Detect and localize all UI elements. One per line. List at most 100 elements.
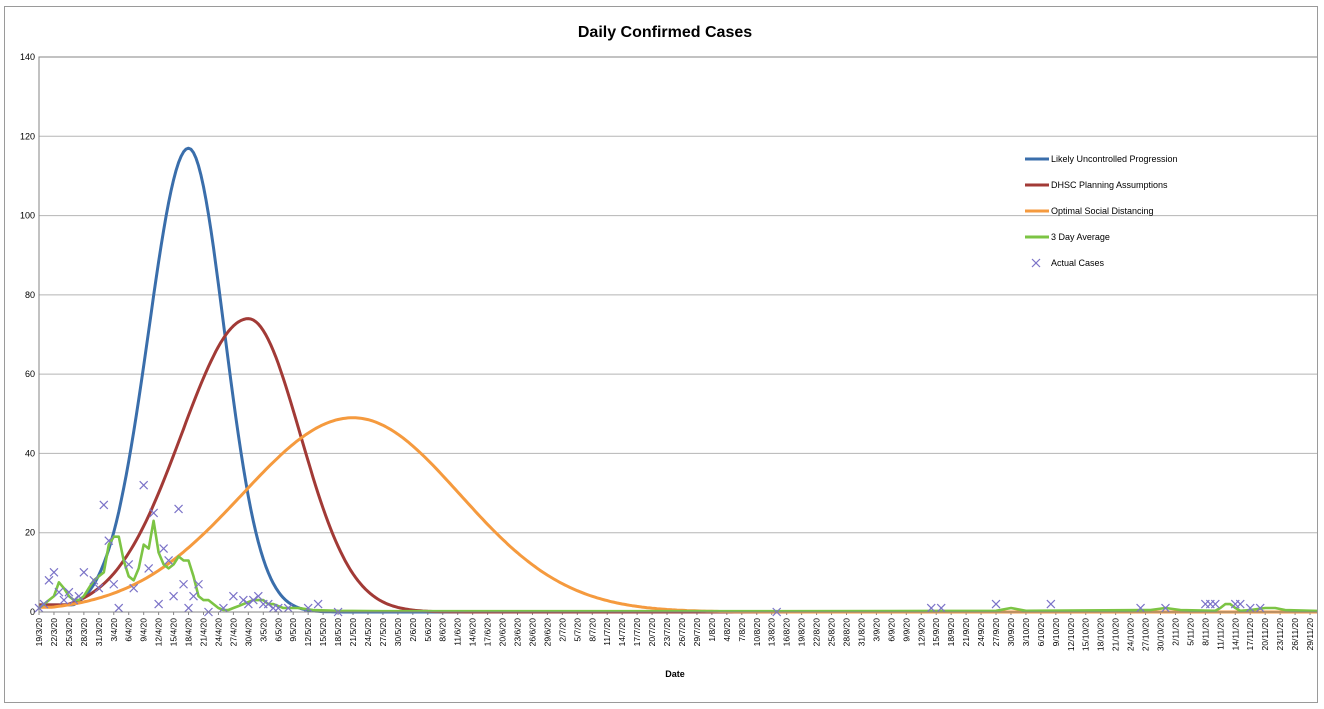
legend-label: Likely Uncontrolled Progression [1051, 154, 1178, 164]
x-tick-label: 9/4/20 [139, 618, 149, 642]
x-tick-label: 30/10/20 [1156, 618, 1166, 651]
actual-case-point [54, 587, 64, 597]
series-lines [38, 146, 1317, 614]
actual-case-point [74, 591, 84, 601]
x-tick-label: 12/10/20 [1066, 618, 1076, 651]
actual-case-point [39, 599, 49, 609]
actual-case-point [313, 599, 323, 609]
actual-case-point [154, 599, 164, 609]
actual-case-point [283, 603, 293, 613]
actual-case-point [936, 603, 946, 613]
actual-case-point [303, 603, 313, 613]
x-tick-label: 10/8/20 [752, 618, 762, 647]
x-tick-label: 18/5/20 [333, 618, 343, 647]
actual-case-point [184, 603, 193, 613]
x-tick-label: 11/6/20 [453, 618, 463, 646]
actual-case-point [159, 544, 169, 553]
legend-label: 3 Day Average [1051, 232, 1110, 242]
x-tick-label: 17/11/20 [1245, 618, 1255, 651]
x-tick-label: 21/10/20 [1111, 618, 1121, 651]
x-tick-label: 15/9/20 [931, 618, 941, 647]
x-tick-label: 15/10/20 [1081, 618, 1091, 651]
x-tick-label: 8/11/20 [1200, 618, 1210, 646]
x-tick-label: 26/7/20 [677, 618, 687, 647]
x-tick-label: 15/5/20 [318, 618, 328, 647]
x-tick-label: 24/10/20 [1126, 618, 1136, 651]
actual-case-point [1210, 599, 1220, 609]
actual-case-point [1245, 603, 1255, 613]
x-tick-label: 23/7/20 [662, 618, 672, 647]
y-tick-label: 40 [25, 448, 35, 458]
y-axis-ticks: 0 20 40 60 80 100 120 140 [20, 52, 35, 617]
x-tick-label: 6/4/20 [124, 618, 134, 642]
series-line-0 [39, 146, 1317, 614]
actual-case-point [114, 603, 124, 613]
x-tick-label: 5/6/20 [423, 618, 433, 642]
x-tick-label: 9/5/20 [288, 618, 298, 642]
x-tick-label: 12/9/20 [916, 618, 926, 647]
x-tick-label: 3/9/20 [871, 618, 881, 642]
actual-case-point [109, 579, 119, 589]
actual-case-point [149, 508, 159, 518]
plot-area-border [38, 56, 1317, 613]
x-tick-label: 18/10/20 [1096, 618, 1106, 651]
x-tick-label: 7/8/20 [737, 618, 747, 642]
x-tick-label: 16/8/20 [782, 618, 792, 647]
actual-case-point [253, 591, 263, 601]
x-tick-label: 8/7/20 [587, 618, 597, 642]
actual-case-point [991, 599, 1001, 609]
legend-label: DHSC Planning Assumptions [1051, 180, 1168, 190]
actual-case-point [129, 583, 139, 593]
actual-case-point [49, 567, 59, 577]
actual-case-point [174, 504, 183, 514]
y-tick-label: 140 [20, 52, 35, 62]
actual-case-point [169, 591, 179, 601]
x-tick-label: 3/10/20 [1021, 618, 1031, 647]
chart-frame: Daily Confirmed Cases 0 20 40 60 80 100 120 140… [4, 6, 1318, 703]
actual-case-point [164, 556, 174, 565]
x-tick-label: 15/4/20 [169, 618, 179, 647]
x-tick-label: 5/11/20 [1185, 618, 1195, 646]
x-tick-label: 12/4/20 [154, 618, 164, 647]
actual-case-point [238, 595, 248, 605]
actual-case-point [139, 480, 149, 490]
x-tick-label: 21/9/20 [961, 618, 971, 647]
x-tick-label: 29/6/20 [542, 618, 552, 647]
legend-item-0: Likely Uncontrolled Progression [1025, 154, 1178, 164]
x-tick-label: 31/8/20 [856, 618, 866, 647]
x-tick-label: 13/8/20 [767, 618, 777, 647]
legend-label: Optimal Social Distancing [1051, 206, 1154, 216]
x-tick-label: 3/4/20 [109, 618, 119, 642]
actual-case-point [79, 567, 89, 577]
actual-case-point [1235, 599, 1245, 609]
x-tick-label: 6/9/20 [886, 618, 896, 642]
legend-item-1: DHSC Planning Assumptions [1025, 180, 1168, 190]
x-tick-label: 18/4/20 [184, 618, 194, 647]
x-axis-ticks: 19/3/20 22/3/20 25/3/20 28/3/20 31/3/20 3/4/2… [34, 612, 1315, 651]
x-tick-label: 23/11/20 [1275, 618, 1285, 651]
x-tick-label: 11/11/20 [1215, 618, 1225, 650]
y-tick-label: 80 [25, 290, 35, 300]
x-tick-label: 30/4/20 [243, 618, 253, 647]
actual-case-point [64, 587, 74, 597]
actual-case-markers [34, 480, 1265, 617]
x-tick-label: 17/7/20 [632, 618, 642, 647]
series-line-1 [39, 317, 1317, 614]
x-tick-label: 3/5/20 [258, 618, 268, 642]
actual-case-point [44, 575, 54, 585]
actual-case-point [248, 595, 258, 605]
x-tick-label: 17/6/20 [483, 618, 493, 647]
actual-case-point [219, 603, 228, 613]
x-tick-label: 20/6/20 [498, 618, 508, 647]
x-axis-label: Date [665, 669, 685, 679]
x-tick-label: 2/7/20 [557, 618, 567, 642]
x-tick-label: 31/3/20 [94, 618, 104, 647]
actual-case-point [1046, 599, 1056, 609]
x-tick-label: 11/7/20 [602, 618, 612, 646]
actual-case-point [69, 595, 79, 605]
x-tick-label: 12/5/20 [303, 618, 313, 647]
x-tick-label: 27/5/20 [378, 618, 388, 647]
x-tick-label: 20/7/20 [647, 618, 657, 647]
x-tick-label: 5/7/20 [572, 618, 582, 642]
x-tick-label: 28/3/20 [79, 618, 89, 647]
